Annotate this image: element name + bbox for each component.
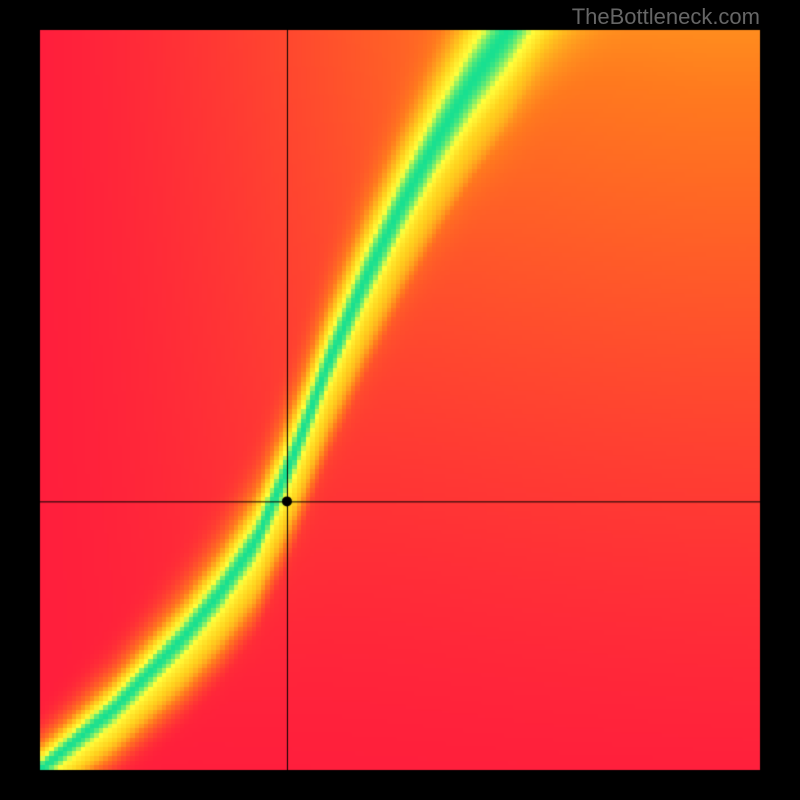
- watermark-text: TheBottleneck.com: [572, 4, 760, 30]
- chart-container: TheBottleneck.com: [0, 0, 800, 800]
- bottleneck-heatmap-canvas: [0, 0, 800, 800]
